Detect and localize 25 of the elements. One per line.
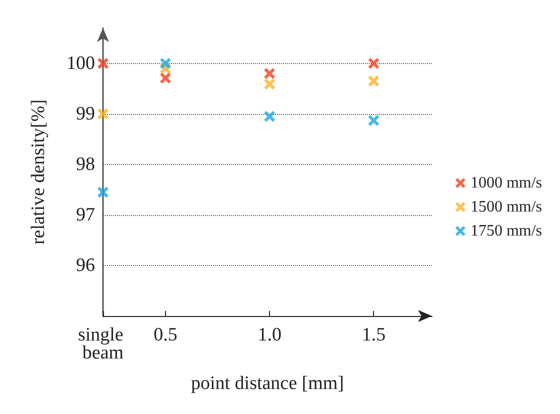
y-tick-label: 99 — [76, 103, 95, 124]
x-axis-title: point distance [mm] — [190, 373, 344, 394]
x-tick-label: 0.5 — [154, 324, 178, 346]
x-tick-label: 1.0 — [258, 324, 282, 346]
point — [264, 78, 276, 90]
x-tick-label: 1.5 — [362, 324, 386, 346]
legend-label: 1000 mm/s — [470, 174, 542, 192]
point — [98, 186, 108, 198]
point — [264, 68, 276, 79]
point — [98, 108, 108, 120]
point — [368, 58, 380, 69]
point — [368, 76, 380, 87]
point — [368, 114, 380, 126]
y-tick-label: 96 — [76, 254, 95, 276]
x-tick-label: single beam — [78, 324, 128, 364]
legend-label: 1750 mm/s — [470, 222, 542, 240]
legend-label: 1500 mm/s — [470, 198, 542, 216]
point — [160, 58, 171, 69]
point — [160, 72, 171, 84]
y-tick-label: 98 — [76, 154, 95, 175]
point — [264, 110, 276, 122]
y-tick-label: 100 — [66, 52, 95, 74]
y-axis-title: relative density[%] — [28, 99, 49, 245]
point — [98, 58, 108, 69]
y-tick-label: 97 — [76, 204, 95, 226]
